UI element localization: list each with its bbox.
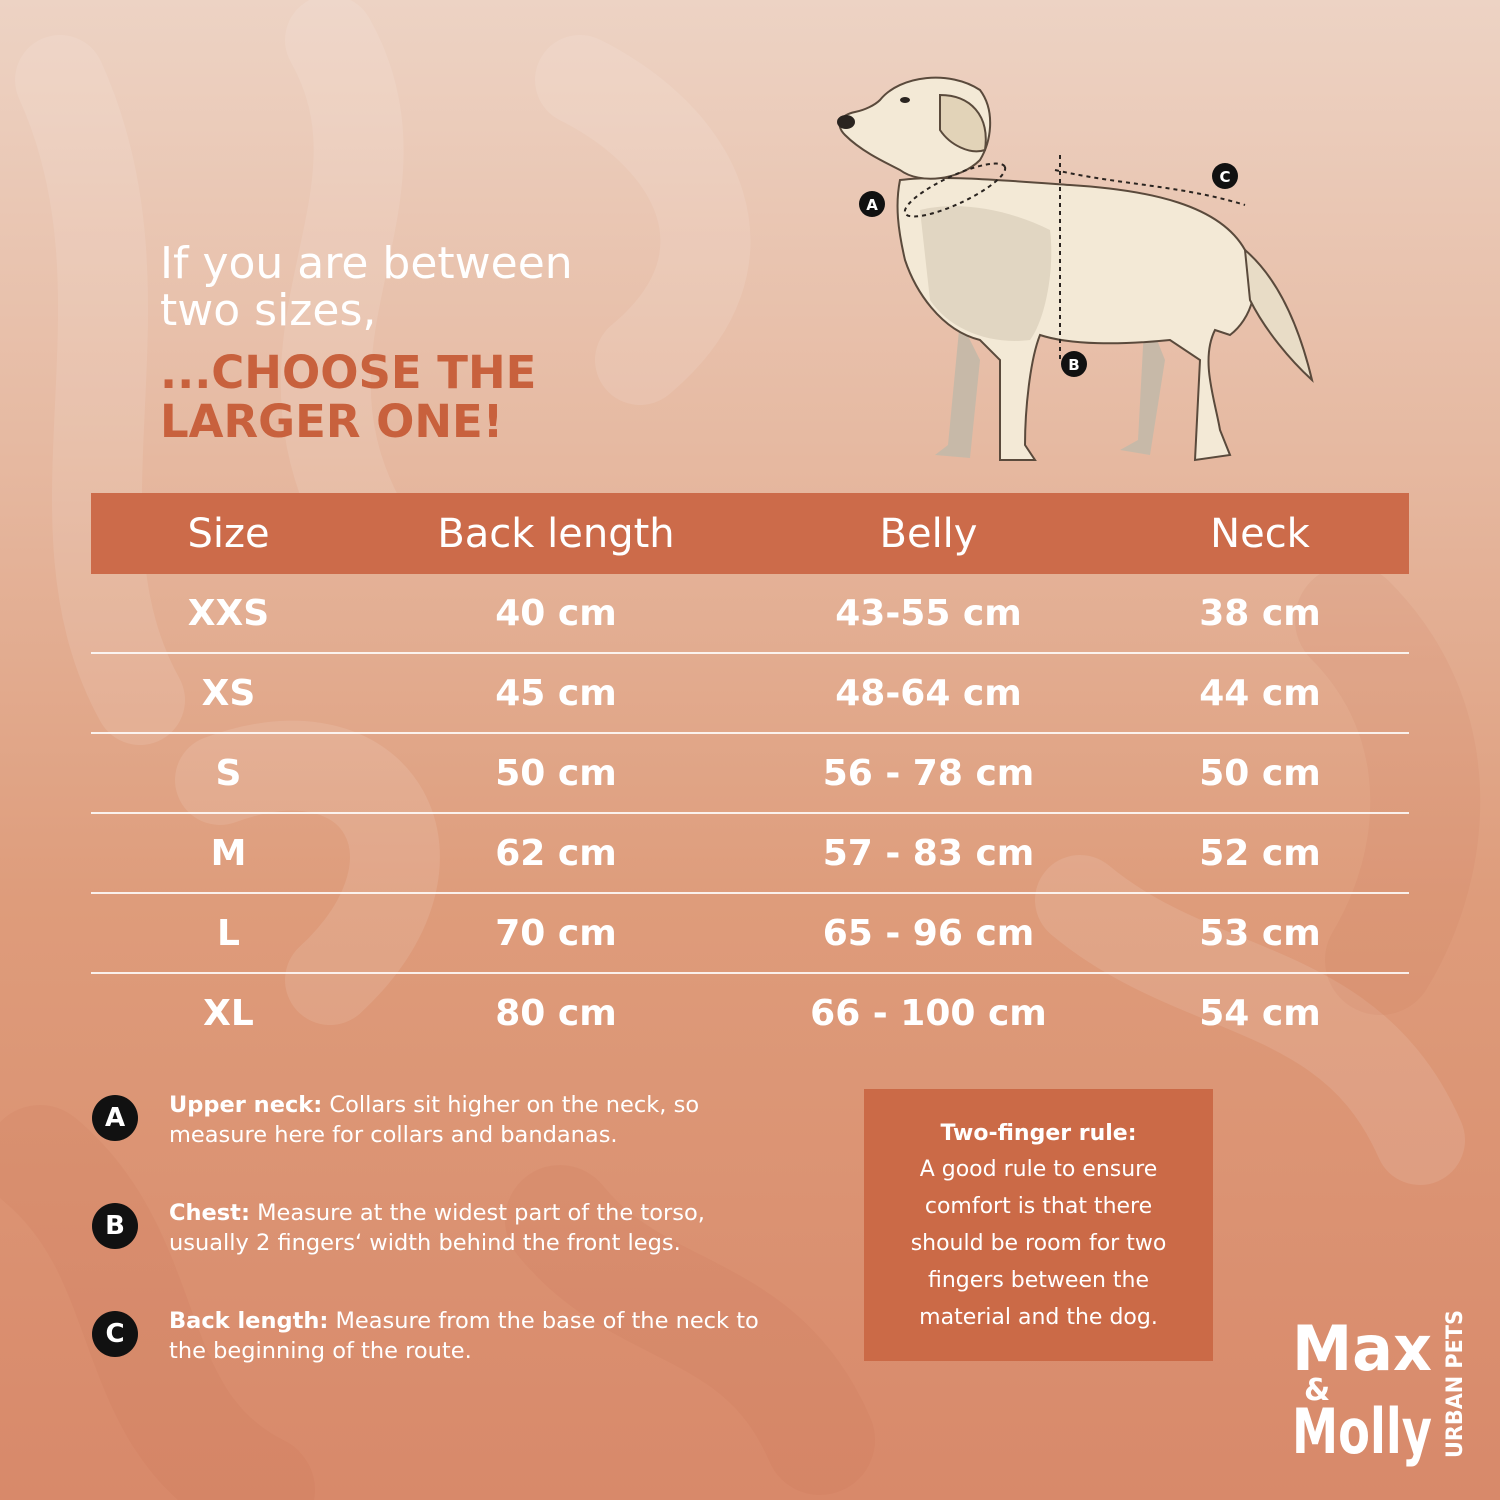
cell-belly: 66 - 100 cm: [810, 992, 1047, 1034]
headline-emphasis-line-2: LARGER ONE!: [160, 395, 504, 448]
rule-body: A good rule to ensure comfort is that th…: [864, 1151, 1213, 1336]
headline-line-2: two sizes,: [160, 285, 377, 336]
label-b: B: [1068, 356, 1079, 374]
cell-back-length: 70 cm: [495, 912, 617, 954]
measurement-point-b: B: [1061, 351, 1087, 377]
header-size: Size: [187, 510, 270, 557]
cell-belly: 65 - 96 cm: [822, 912, 1035, 954]
badge-c: C: [92, 1311, 138, 1357]
measurement-point-a: A: [859, 191, 885, 217]
header-belly: Belly: [879, 510, 978, 557]
rule-line: should be room for two: [910, 1231, 1167, 1256]
note-back-length: C Back length: Measure from the base of …: [92, 1306, 822, 1366]
label-c: C: [1219, 168, 1230, 186]
cell-back-length: 50 cm: [495, 752, 617, 794]
dog-illustration: [837, 76, 1314, 462]
cell-belly: 57 - 83 cm: [822, 832, 1035, 874]
note-text: Chest: Measure at the widest part of the…: [169, 1198, 705, 1258]
table-row: M 62 cm 57 - 83 cm 52 cm: [91, 814, 1409, 894]
measurement-point-c: C: [1212, 163, 1238, 189]
header-back-length: Back length: [437, 510, 675, 557]
cell-neck: 38 cm: [1199, 592, 1321, 634]
cell-size: M: [210, 832, 247, 874]
table-row: XS 45 cm 48-64 cm 44 cm: [91, 654, 1409, 734]
cell-back-length: 80 cm: [495, 992, 617, 1034]
cell-size: S: [215, 752, 242, 794]
size-table: Size Back length Belly Neck XXS 40 cm 43…: [91, 493, 1409, 1052]
table-row: L 70 cm 65 - 96 cm 53 cm: [91, 894, 1409, 974]
note-upper-neck: A Upper neck: Collars sit higher on the …: [92, 1090, 822, 1150]
headline-emphasis-line-1: ...CHOOSE THE: [160, 346, 537, 399]
cell-size: XXS: [187, 592, 270, 634]
max-molly-logo: Max & Molly URBAN PETS: [1292, 1310, 1468, 1468]
note-body: Collars sit higher on the neck, so: [322, 1092, 700, 1118]
two-finger-rule-box: Two-finger rule: A good rule to ensure c…: [864, 1089, 1213, 1361]
cell-belly: 43-55 cm: [835, 592, 1022, 634]
logo-word-max: Max: [1292, 1312, 1432, 1385]
rule-line: fingers between the: [927, 1268, 1150, 1293]
note-body: Measure from the base of the neck to: [328, 1308, 759, 1334]
cell-size: L: [217, 912, 240, 954]
logo-urban-pets: URBAN PETS: [1443, 1310, 1468, 1458]
header-neck: Neck: [1210, 510, 1310, 557]
note-text: Back length: Measure from the base of th…: [169, 1306, 759, 1366]
table-row: S 50 cm 56 - 78 cm 50 cm: [91, 734, 1409, 814]
headline-emphasis: ...CHOOSE THE LARGER ONE!: [160, 348, 573, 446]
cell-back-length: 62 cm: [495, 832, 617, 874]
dog-measurement-diagram: A B C: [837, 76, 1314, 462]
cell-neck: 52 cm: [1199, 832, 1321, 874]
note-body: Measure at the widest part of the torso,: [249, 1200, 705, 1226]
cell-back-length: 40 cm: [495, 592, 617, 634]
headline-line-1: If you are between: [160, 238, 573, 289]
note-text: Upper neck: Collars sit higher on the ne…: [169, 1090, 699, 1150]
rule-title: Two-finger rule:: [940, 1121, 1137, 1146]
badge-a: A: [92, 1095, 138, 1141]
table-row: XL 80 cm 66 - 100 cm 54 cm: [91, 974, 1409, 1052]
rule-line: comfort is that there: [924, 1194, 1153, 1219]
logo-word-molly: Molly: [1292, 1395, 1432, 1468]
badge-b: B: [92, 1203, 138, 1249]
note-body-2: the beginning of the route.: [169, 1338, 472, 1364]
label-a: A: [866, 196, 878, 214]
table-row: XXS 40 cm 43-55 cm 38 cm: [91, 574, 1409, 654]
cell-belly: 56 - 78 cm: [822, 752, 1035, 794]
cell-neck: 53 cm: [1199, 912, 1321, 954]
measurement-notes: A Upper neck: Collars sit higher on the …: [92, 1090, 822, 1414]
rule-line: material and the dog.: [919, 1305, 1158, 1330]
note-body-2: usually 2 fingers‘ width behind the fron…: [169, 1230, 681, 1256]
measurement-lines: [903, 155, 1246, 360]
cell-size: XL: [203, 992, 254, 1034]
cell-belly: 48-64 cm: [835, 672, 1022, 714]
note-body-2: measure here for collars and bandanas.: [169, 1122, 618, 1148]
cell-neck: 44 cm: [1199, 672, 1321, 714]
note-title: Upper neck:: [169, 1092, 323, 1118]
note-chest: B Chest: Measure at the widest part of t…: [92, 1198, 822, 1258]
headline: If you are between two sizes, ...CHOOSE …: [160, 240, 573, 446]
cell-neck: 54 cm: [1199, 992, 1321, 1034]
logo-ampersand: &: [1304, 1373, 1330, 1408]
cell-size: XS: [201, 672, 256, 714]
note-title: Chest:: [169, 1200, 250, 1226]
table-header: Size Back length Belly Neck: [91, 493, 1409, 574]
cell-neck: 50 cm: [1199, 752, 1321, 794]
note-title: Back length:: [169, 1308, 329, 1334]
cell-back-length: 45 cm: [495, 672, 617, 714]
rule-line: A good rule to ensure: [919, 1157, 1158, 1182]
